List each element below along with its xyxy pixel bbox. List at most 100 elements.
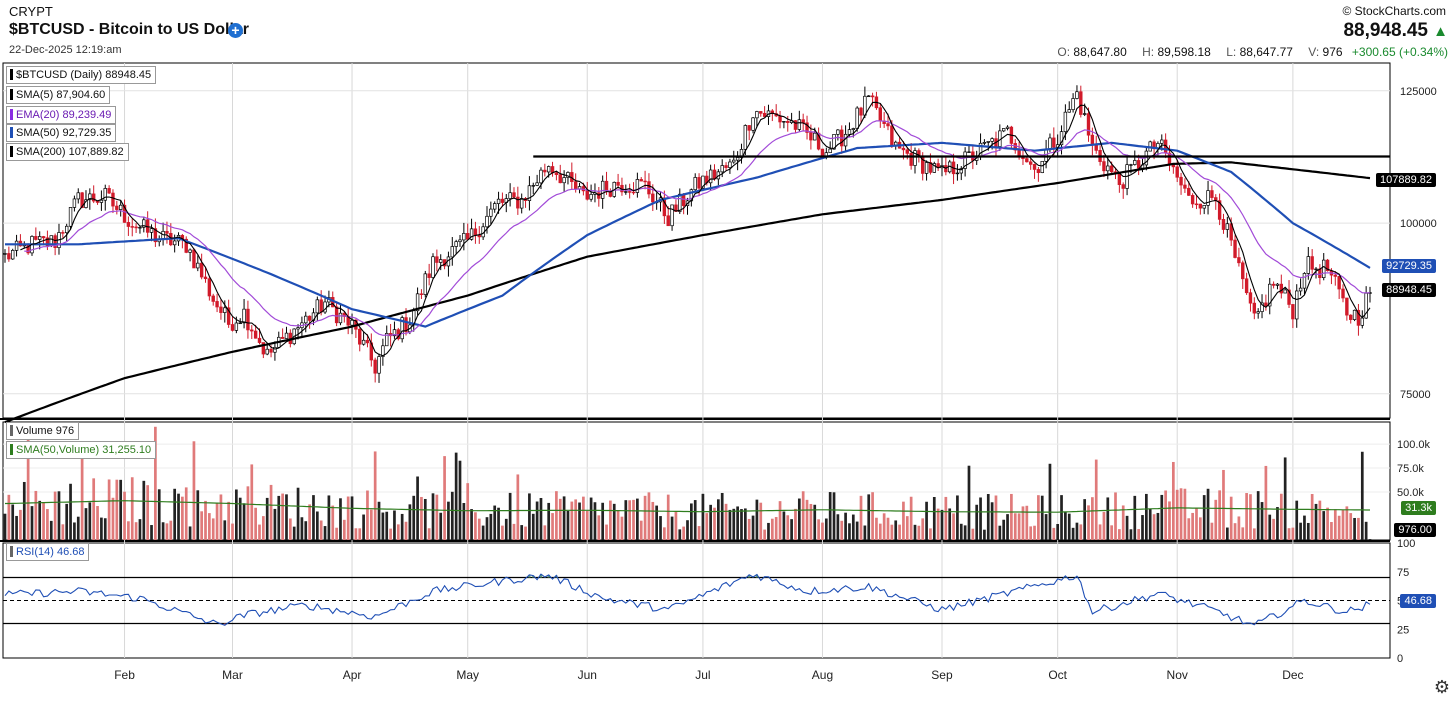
volume-bar	[686, 520, 689, 540]
volume-bar	[315, 511, 319, 540]
legend-label: $BTCUSD (Daily) 88948.45	[16, 69, 152, 81]
volume-bar	[1222, 469, 1225, 540]
volume-bar	[258, 524, 261, 540]
volume-bar	[177, 493, 180, 540]
price-candle	[1001, 128, 1006, 132]
price-candle	[786, 121, 790, 123]
volume-bar	[235, 489, 238, 540]
volume-bar	[929, 528, 932, 540]
price-candle	[651, 193, 655, 203]
month-tick-label: Jun	[578, 668, 597, 682]
volume-bar	[84, 508, 88, 540]
volume-bar	[1156, 512, 1160, 540]
price-candle	[230, 324, 235, 331]
price-candle	[732, 159, 736, 163]
month-tick-label: Jul	[695, 668, 710, 682]
volume-bar	[431, 493, 435, 540]
volume-bar	[759, 502, 763, 540]
month-tick-label: Apr	[343, 668, 362, 682]
price-candle	[913, 150, 917, 166]
price-tick-label: 100000	[1400, 218, 1437, 230]
volume-bar	[1044, 514, 1048, 540]
month-tick-label: Nov	[1167, 668, 1188, 682]
add-to-list-icon[interactable]: +	[228, 23, 243, 38]
price-candle	[1248, 292, 1253, 304]
volume-bar	[350, 496, 354, 540]
volume-bar	[539, 497, 543, 540]
price-candle	[1109, 165, 1114, 173]
price-candle	[431, 256, 435, 278]
volume-bar	[1264, 465, 1268, 540]
volume-bar	[1330, 522, 1333, 540]
volume-bar	[670, 516, 674, 540]
settings-gear-icon[interactable]: ⚙	[1433, 677, 1450, 697]
volume-bar	[223, 520, 227, 540]
price-candle	[1160, 139, 1164, 144]
price-candle	[103, 188, 107, 201]
price-candle	[797, 119, 802, 130]
volume-bar	[994, 495, 998, 540]
legend-swatch	[10, 425, 13, 436]
volume-bar	[1306, 522, 1310, 540]
volume-bar	[474, 512, 477, 540]
legend-swatch	[10, 89, 13, 100]
price-candle	[851, 128, 856, 130]
volume-bar	[871, 492, 874, 540]
price-candle	[1206, 190, 1210, 206]
volume-bar	[254, 507, 257, 540]
price-candle	[859, 107, 863, 116]
price-candle	[1133, 160, 1137, 165]
price-candle	[165, 230, 169, 234]
price-candle	[1221, 219, 1226, 230]
volume-bar	[11, 504, 15, 540]
high-value: 89,598.18	[1157, 45, 1211, 59]
volume-bar	[427, 528, 431, 540]
legend-ema20: EMA(20) 89,239.49	[6, 106, 117, 124]
volume-bar	[273, 508, 277, 540]
month-tick-label: Oct	[1048, 668, 1067, 682]
price-candle	[1341, 288, 1345, 299]
volume-bar	[535, 501, 539, 540]
price-candle	[1036, 169, 1041, 173]
volume-bar	[1021, 506, 1025, 540]
price-candle	[466, 233, 470, 240]
volume-bar	[1210, 522, 1214, 540]
volume-bar	[1206, 488, 1210, 540]
volume-bar	[1152, 514, 1156, 540]
volume-bar	[1056, 524, 1060, 540]
volume-bar	[932, 497, 936, 540]
volume-bar	[624, 500, 628, 540]
volume-bar	[169, 520, 173, 540]
volume-bar	[1164, 490, 1167, 540]
exchange-label: CRYPT	[9, 4, 53, 19]
volume-bar	[512, 523, 516, 540]
price-candle	[1241, 262, 1245, 280]
price-candle	[1044, 149, 1048, 162]
price-candle	[600, 180, 605, 199]
volume-bar	[346, 496, 350, 540]
volume-bar	[111, 497, 115, 540]
price-candle	[377, 356, 381, 374]
price-candle	[1082, 113, 1087, 115]
price-candle	[257, 337, 262, 343]
volume-label: V:	[1308, 45, 1320, 59]
volume-bar	[963, 525, 967, 540]
price-candle	[365, 339, 370, 344]
price-candle	[604, 180, 609, 192]
volume-bar	[851, 514, 855, 540]
volume-bar	[1025, 505, 1029, 540]
copyright-label: © StockCharts.com	[1342, 4, 1446, 18]
volume-bar	[543, 525, 547, 540]
volume-bar	[836, 514, 840, 540]
volume-bar	[1272, 518, 1275, 540]
price-candle	[867, 95, 871, 98]
legend-label: SMA(5) 87,904.60	[16, 89, 106, 101]
volume-bar	[1229, 496, 1233, 540]
volume-bar	[659, 516, 662, 540]
volume-bar	[1148, 508, 1152, 540]
volume-bar	[531, 513, 535, 540]
price-candle	[404, 317, 408, 333]
volume-bar	[439, 512, 443, 540]
volume-bar	[716, 499, 720, 540]
